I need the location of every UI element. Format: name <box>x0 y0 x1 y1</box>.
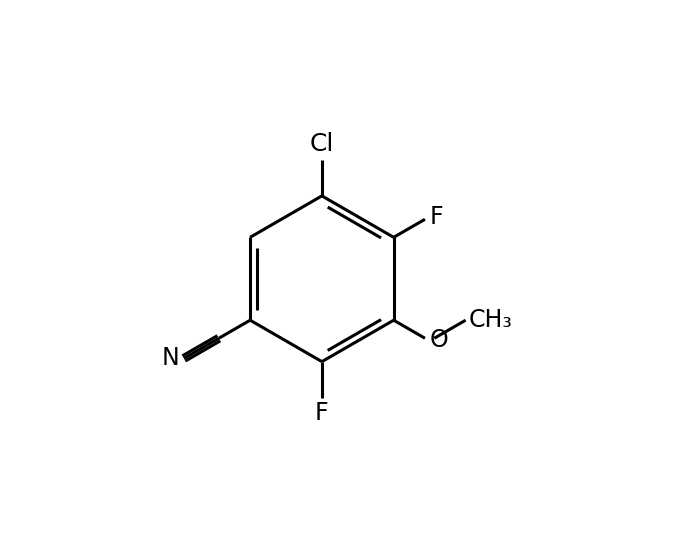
Text: Cl: Cl <box>310 132 334 156</box>
Text: F: F <box>315 401 329 425</box>
Text: F: F <box>429 205 443 229</box>
Text: O: O <box>429 328 448 352</box>
Text: N: N <box>162 347 179 370</box>
Text: CH₃: CH₃ <box>469 308 513 332</box>
